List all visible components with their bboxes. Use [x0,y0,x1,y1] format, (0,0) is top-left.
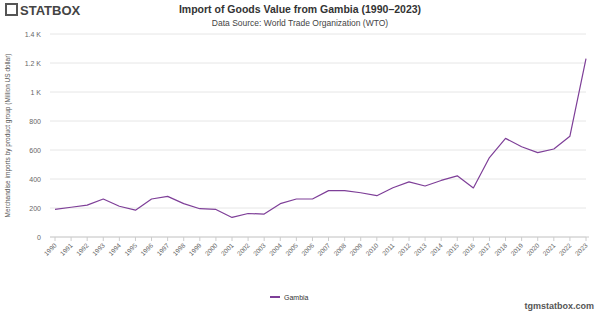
x-tick [167,237,168,241]
x-tick-label: 1998 [171,241,186,256]
x-tick-label: 2019 [509,241,524,256]
x-tick-label: 2005 [284,241,299,256]
x-tick [441,237,442,241]
x-tick-label: 2004 [268,241,283,256]
series-group [55,59,586,218]
x-tick-label: 2015 [445,241,460,256]
x-tick-label: 2013 [413,241,428,256]
x-tick [425,237,426,241]
legend-swatch [270,296,280,298]
x-tick-label: 2007 [316,241,331,256]
x-tick [360,237,361,241]
x-tick [183,237,184,241]
grid-line [50,179,586,180]
watermark: tgmstatbox.com [524,301,594,311]
x-tick-label: 2009 [348,241,363,256]
x-tick [312,237,313,241]
x-tick [248,237,249,241]
grid-line [50,121,586,122]
x-tick [569,237,570,241]
y-tick-label: 200 [29,205,41,212]
x-tick [392,237,393,241]
x-tick [199,237,200,241]
x-tick [586,237,587,241]
y-tick-label: 800 [29,118,41,125]
x-tick-label: 1995 [123,241,138,256]
chart: STATBOX tgmstatbox.com Import of Goods Val… [0,0,600,314]
x-tick [537,237,538,241]
x-tick [232,237,233,241]
grid-line [50,92,586,93]
x-tick-label: 2017 [477,241,492,256]
x-tick-label: 1991 [59,241,74,256]
x-tick [553,237,554,241]
x-tick-label: 2016 [461,241,476,256]
x-tick-label: 2008 [332,241,347,256]
y-tick-label: 0 [37,234,41,241]
x-tick [457,237,458,241]
y-tick-label: 1.2 K [25,60,42,67]
x-tick-label: 1999 [187,241,202,256]
subtitle: Data Source: World Trade Organization (W… [212,18,389,28]
grid-line [50,150,586,151]
x-tick [328,237,329,241]
logo-text: STATBOX [20,3,81,18]
x-tick-label: 2011 [381,241,396,256]
y-axis-title: Merchandise imports by product group (Mi… [4,53,12,217]
x-tick-label: 2012 [397,241,412,256]
x-tick [505,237,506,241]
x-axis-line [50,237,589,238]
legend-label: Gambia [284,294,309,301]
grid-line [50,63,586,64]
y-tick-label: 600 [29,147,41,154]
x-tick-label: 1996 [139,241,154,256]
x-tick [296,237,297,241]
x-tick [119,237,120,241]
x-tick [280,237,281,241]
x-tick-label: 2001 [220,241,235,256]
x-tick-label: 2021 [541,241,556,256]
legend: Gambia [270,294,309,301]
x-axis: 1990199119921993199419951996199719981999… [43,237,589,257]
x-tick [71,237,72,241]
x-tick [215,237,216,241]
x-tick [87,237,88,241]
x-tick-label: 2010 [364,241,379,256]
x-tick-label: 2018 [493,241,508,256]
x-tick [103,237,104,241]
x-tick-label: 2023 [574,241,589,256]
x-tick [489,237,490,241]
x-tick-label: 2003 [252,241,267,256]
x-tick-label: 1994 [107,241,122,256]
x-tick [264,237,265,241]
y-axis: 0 200 400 600 800 1 K 1.2 K 1.4 K [25,31,586,241]
x-tick [151,237,152,241]
y-tick-label: 400 [29,176,41,183]
x-tick-label: 1993 [91,241,106,256]
x-tick-label: 2006 [300,241,315,256]
x-tick [344,237,345,241]
x-tick [473,237,474,241]
x-tick-label: 2000 [203,241,218,256]
x-tick-label: 2020 [525,241,540,256]
logo-icon [6,4,17,15]
x-tick-label: 1997 [155,241,170,256]
logo: STATBOX [6,3,81,18]
series-line [55,59,586,218]
x-tick-label: 2002 [236,241,251,256]
x-tick [376,237,377,241]
x-tick-label: 1992 [75,241,90,256]
x-tick-label: 1990 [43,241,58,256]
x-tick-label: 2022 [557,241,572,256]
x-tick-label: 2014 [429,241,444,256]
x-tick [135,237,136,241]
x-tick [409,237,410,241]
title: Import of Goods Value from Gambia (1990–… [179,3,421,15]
y-tick-label: 1 K [30,89,41,96]
x-tick [521,237,522,241]
grid-line [50,34,586,35]
y-tick-label: 1.4 K [25,31,42,38]
x-tick [55,237,56,241]
